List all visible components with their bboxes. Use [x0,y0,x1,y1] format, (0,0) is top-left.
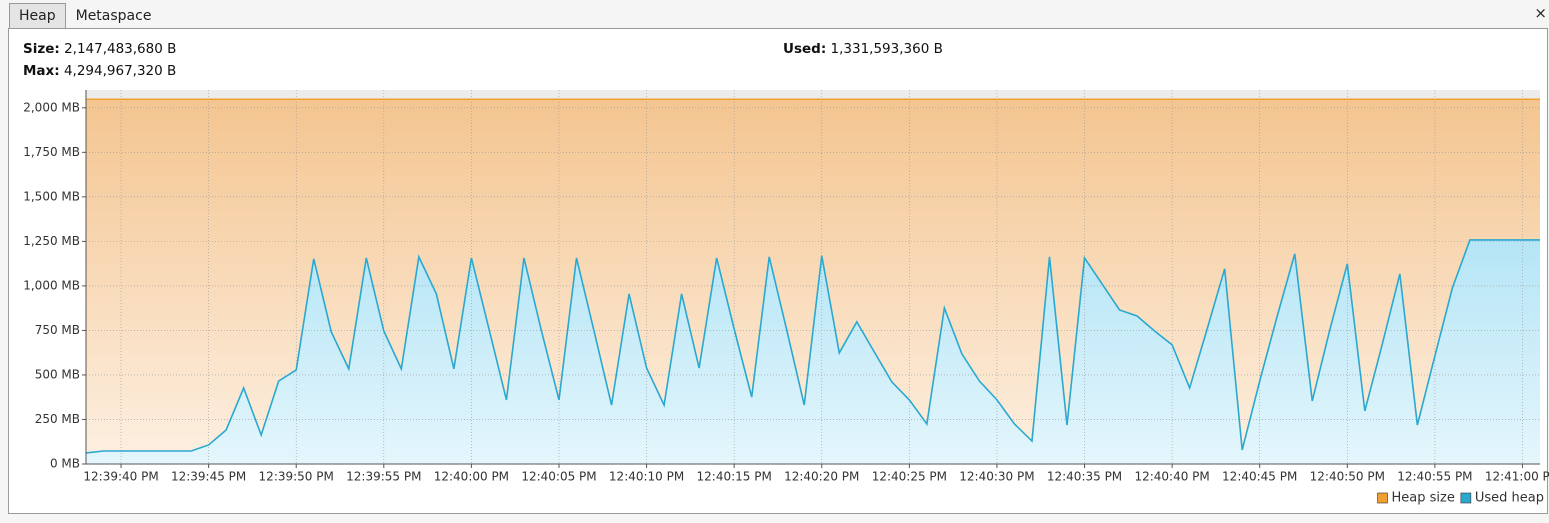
used-info: Used: 1,331,593,360 B [783,41,943,57]
x-tick-label: 12:40:10 PM [609,470,684,484]
x-tick-label: 12:39:45 PM [171,470,246,484]
label: Used: [783,41,827,57]
x-tick-label: 12:39:40 PM [83,470,158,484]
value: 1,331,593,360 B [830,41,943,57]
tab-bar: Heap Metaspace [9,3,161,29]
x-tick-label: 12:40:45 PM [1222,470,1297,484]
label: Max: [23,63,60,79]
close-button[interactable]: × [1534,4,1547,22]
value: 4,294,967,320 B [63,63,177,79]
legend-swatch [1460,492,1472,504]
x-tick-label: 12:40:40 PM [1134,470,1209,484]
y-tick-label: 1,250 MB [23,234,80,248]
y-tick-label: 500 MB [35,367,80,381]
max-info: Max: 4,294,967,320 B [23,63,176,79]
y-tick-label: 1,750 MB [23,145,80,159]
value: 2,147,483,680 B [64,41,177,57]
size-info: Size: 2,147,483,680 B [23,41,176,57]
legend-label: Heap size [1392,491,1455,506]
y-tick-label: 1,000 MB [23,278,80,292]
x-tick-label: 12:40:50 PM [1310,470,1385,484]
y-tick-label: 1,500 MB [23,189,80,203]
y-tick-label: 250 MB [35,412,80,426]
x-tick-label: 12:39:55 PM [346,470,421,484]
line [85,239,1540,454]
area [86,239,1540,464]
x-tick-label: 12:41:00 PM [1485,470,1549,484]
x-tick-label: 12:40:35 PM [1047,470,1122,484]
x-tick-label: 12:40:15 PM [697,470,772,484]
x-tick-label: 12:40:25 PM [872,470,947,484]
legend-swatch [1377,492,1388,504]
y-tick-label: 2,000 MB [23,100,80,114]
x-tick-label: 12:40:00 PM [434,470,509,484]
x-tick-label: 12:40:30 PM [959,470,1034,484]
label: Size: [23,41,60,57]
x-tick-label: 12:39:50 PM [259,470,334,484]
y-tick-label: 750 MB [35,323,80,337]
x-tick-label: 12:40:05 PM [521,470,596,484]
tab[interactable]: Metaspace [75,8,152,24]
tab[interactable]: Heap [9,3,66,29]
x-tick-label: 12:40:55 PM [1397,470,1472,484]
legend-label: Used heap [1475,491,1544,506]
x-tick-label: 12:40:20 PM [784,470,859,484]
y-tick-label: 0 MB [50,457,80,471]
chart: 0 MB 250 MB 500 MB 750 MB 1,000 MB 1,250 MB 1,… [23,90,1549,506]
